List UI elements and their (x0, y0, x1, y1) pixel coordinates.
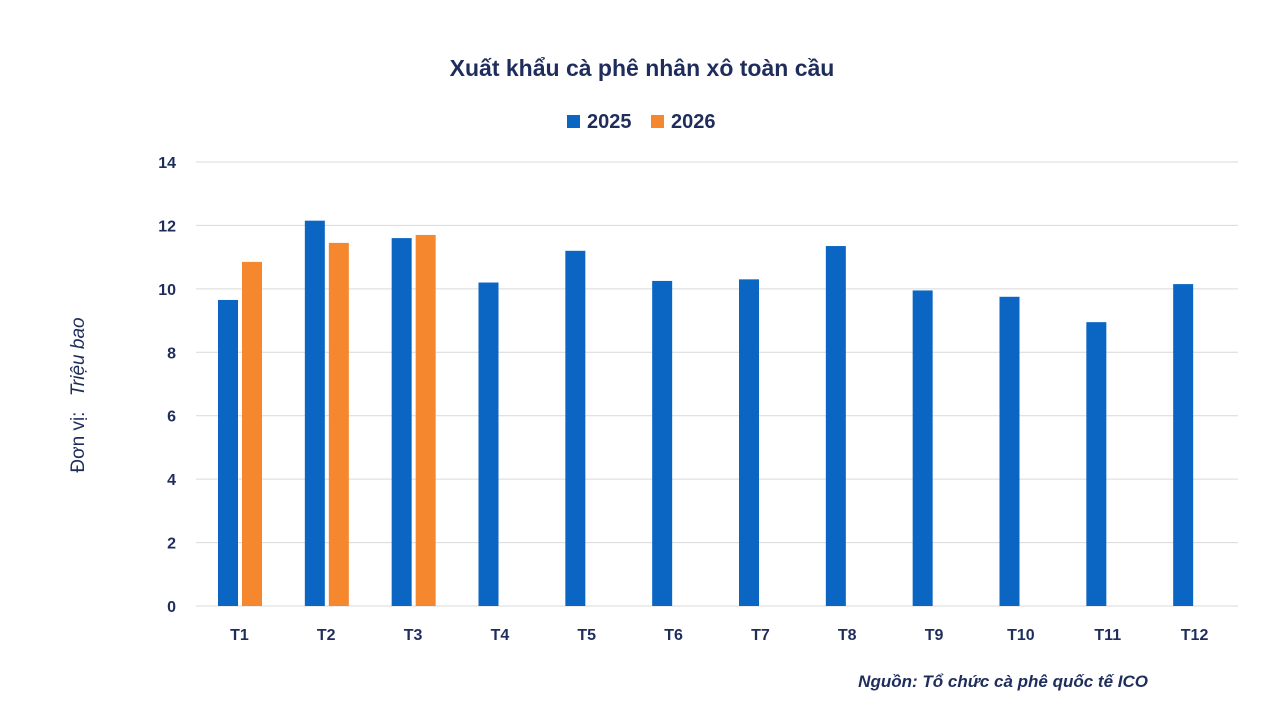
bars-group (218, 220, 1194, 607)
bar-2025-T7 (739, 279, 759, 606)
bar-2025-T8 (825, 246, 846, 607)
source-note: Nguồn: Tổ chức cà phê quốc tế ICO (858, 672, 1148, 691)
x-tick-label: T4 (491, 627, 510, 644)
gridlines (196, 161, 1238, 607)
x-axis-ticks: T1 T2 T3 T4 T5 T6 T7 T8 T9 T10 T11 T12 (230, 627, 1208, 644)
x-tick-label: T6 (664, 627, 683, 644)
y-tick-label: 0 (167, 599, 176, 616)
legend: 2025 2026 (567, 111, 716, 133)
bar-2025-T4 (478, 282, 499, 606)
legend-swatch-2025 (567, 115, 580, 128)
x-tick-label: T7 (751, 627, 770, 644)
legend-label-2026: 2026 (671, 111, 716, 133)
y-tick-label: 8 (167, 345, 176, 362)
y-axis-label-unit: Triệu bao (68, 317, 89, 396)
y-tick-label: 10 (158, 282, 176, 299)
bar-2026-T3 (415, 234, 436, 606)
x-tick-label: T5 (577, 627, 596, 644)
y-axis-ticks: 0 2 4 6 8 10 12 14 (158, 155, 176, 616)
bar-2025-T2 (304, 220, 325, 606)
y-tick-label: 6 (167, 409, 176, 426)
bar-2025-T11 (1086, 322, 1107, 606)
y-tick-label: 2 (167, 536, 176, 553)
y-tick-label: 14 (158, 155, 176, 172)
bar-2025-T3 (391, 238, 412, 606)
x-tick-label: T9 (925, 627, 944, 644)
x-tick-label: T12 (1181, 627, 1209, 644)
bar-2025-T1 (218, 299, 238, 606)
y-tick-label: 4 (167, 472, 176, 489)
bar-2026-T2 (328, 242, 349, 606)
bar-2025-T12 (1173, 284, 1194, 606)
bar-2025-T10 (999, 296, 1020, 606)
legend-label-2025: 2025 (587, 111, 632, 133)
bar-2025-T6 (652, 280, 673, 606)
bar-2025-T9 (912, 290, 933, 606)
x-tick-label: T11 (1094, 627, 1121, 644)
y-tick-label: 12 (158, 218, 176, 235)
x-tick-label: T3 (404, 627, 423, 644)
x-tick-label: T8 (838, 627, 857, 644)
bar-2026-T1 (242, 261, 262, 606)
y-axis-label: Đơn vị: Triệu bao (68, 317, 89, 472)
x-tick-label: T10 (1007, 627, 1035, 644)
bar-2025-T5 (565, 250, 586, 607)
x-tick-label: T1 (230, 627, 249, 644)
chart-title: Xuất khẩu cà phê nhân xô toàn cầu (450, 55, 835, 81)
y-axis-label-prefix: Đơn vị: (68, 412, 89, 473)
legend-swatch-2026 (651, 115, 664, 128)
x-tick-label: T2 (317, 627, 336, 644)
